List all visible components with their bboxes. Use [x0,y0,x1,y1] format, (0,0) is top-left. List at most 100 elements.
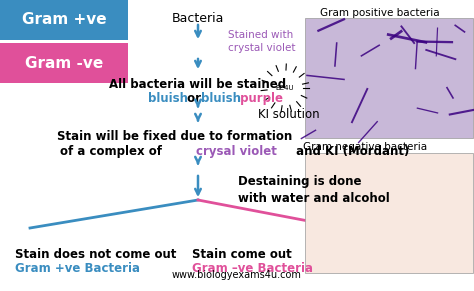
Text: bluish: bluish [148,92,188,105]
Text: Stained with
crystal violet: Stained with crystal violet [228,30,295,53]
Circle shape [420,243,430,253]
Bar [0,43,128,83]
Bar [305,153,473,273]
Circle shape [339,208,346,215]
Circle shape [414,243,423,252]
Circle shape [425,228,432,235]
Circle shape [374,169,381,176]
Text: Gram +ve: Gram +ve [22,13,106,28]
Circle shape [364,175,375,186]
Circle shape [456,179,465,187]
Circle shape [384,228,394,238]
Circle shape [451,203,462,214]
Circle shape [383,170,390,176]
Circle shape [382,248,387,253]
Text: Stain come out: Stain come out [192,248,292,261]
Circle shape [314,234,326,246]
Circle shape [427,188,436,197]
Circle shape [344,228,349,233]
Circle shape [449,168,458,177]
Circle shape [438,166,444,173]
Circle shape [434,223,445,233]
Circle shape [428,251,438,260]
Circle shape [327,256,331,260]
Circle shape [388,224,394,230]
Circle shape [356,220,362,226]
Bar [0,0,128,40]
Text: Gram negative bacteria: Gram negative bacteria [303,142,427,152]
Circle shape [365,162,370,168]
Circle shape [390,188,400,198]
Circle shape [411,243,419,251]
Circle shape [319,240,326,248]
Text: purple: purple [236,92,283,105]
Circle shape [438,219,444,225]
Circle shape [388,240,400,251]
Circle shape [420,261,428,270]
Text: crysal violet: crysal violet [196,145,277,158]
Circle shape [374,224,382,232]
Circle shape [450,178,457,185]
Circle shape [418,198,429,209]
Text: or: or [183,92,205,105]
Text: Stain does not come out: Stain does not come out [15,248,176,261]
Circle shape [421,248,426,254]
Circle shape [350,204,357,211]
Circle shape [433,234,438,239]
Circle shape [367,162,374,168]
Text: Gram +ve Bacteria: Gram +ve Bacteria [15,262,140,275]
Circle shape [410,195,418,203]
Text: Gram –ve Bacteria: Gram –ve Bacteria [192,262,313,275]
Text: KI solution: KI solution [258,108,319,121]
Circle shape [333,159,339,165]
Text: bluish: bluish [201,92,241,105]
Circle shape [453,156,462,165]
Circle shape [438,259,443,264]
Circle shape [359,188,364,194]
Circle shape [348,171,359,182]
Circle shape [413,162,419,169]
Text: Stain will be fixed due to formation: Stain will be fixed due to formation [57,130,292,143]
Circle shape [371,202,381,212]
Circle shape [344,205,350,211]
Text: Bacteria: Bacteria [172,12,224,25]
Text: All bacteria will be stained: All bacteria will be stained [109,78,287,91]
Circle shape [457,257,468,267]
Circle shape [450,176,457,184]
Text: Gram -ve: Gram -ve [25,56,103,70]
Circle shape [397,255,409,267]
Text: www.biologyexams4u.com: www.biologyexams4u.com [172,270,302,280]
Circle shape [420,228,425,233]
Circle shape [386,256,393,263]
Circle shape [459,231,463,235]
Circle shape [381,205,385,209]
Circle shape [335,236,342,243]
Text: Gram positive bacteria: Gram positive bacteria [320,8,440,18]
Circle shape [343,219,348,224]
Circle shape [436,161,440,165]
Circle shape [445,184,452,192]
Circle shape [307,200,315,208]
Circle shape [372,174,380,182]
Circle shape [399,163,410,174]
Circle shape [410,162,418,169]
Circle shape [432,212,440,219]
Circle shape [417,211,427,221]
Circle shape [310,185,317,191]
Circle shape [337,189,343,195]
Text: and KI (Mordant): and KI (Mordant) [292,145,410,158]
Circle shape [431,250,436,254]
Text: of a complex of: of a complex of [60,145,166,158]
Circle shape [343,154,354,164]
Bar [305,18,473,138]
Circle shape [380,193,391,204]
Circle shape [434,259,438,263]
Circle shape [408,219,418,228]
Circle shape [386,163,392,169]
Circle shape [354,204,364,214]
Circle shape [332,176,339,182]
Circle shape [314,213,323,222]
Text: BE4U: BE4U [276,85,294,91]
Circle shape [346,242,351,247]
Circle shape [434,201,443,210]
